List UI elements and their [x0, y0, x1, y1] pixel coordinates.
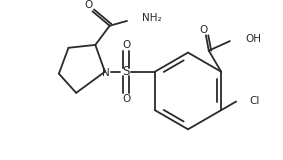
Text: O: O [199, 24, 207, 35]
Text: O: O [85, 0, 93, 10]
Text: NH₂: NH₂ [142, 13, 162, 23]
Text: O: O [122, 40, 130, 50]
Text: Cl: Cl [250, 96, 260, 106]
Text: S: S [122, 65, 130, 78]
Text: O: O [122, 94, 130, 104]
Text: N: N [102, 68, 110, 78]
Text: OH: OH [245, 34, 261, 44]
